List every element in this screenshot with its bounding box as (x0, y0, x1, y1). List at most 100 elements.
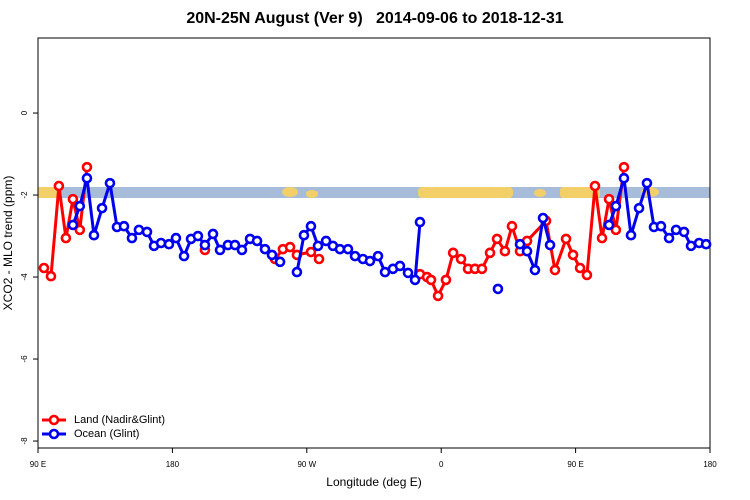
data-point (81, 172, 93, 184)
data-point (118, 220, 130, 232)
series (38, 161, 630, 302)
x-tick-label: 90 W (297, 460, 316, 469)
data-point (236, 244, 248, 256)
data-point (432, 290, 444, 302)
data-point (291, 266, 303, 278)
data-point (440, 274, 452, 286)
x-tick-label: 180 (703, 460, 717, 469)
series (67, 172, 712, 295)
data-point (74, 224, 86, 236)
series-line (42, 166, 89, 278)
data-point (529, 264, 541, 276)
data-point (618, 172, 630, 184)
data-point (476, 263, 488, 275)
data-point (266, 249, 278, 261)
y-tick-label: -4 (20, 273, 29, 281)
data-point (104, 177, 116, 189)
data-point (589, 180, 601, 192)
data-point (521, 245, 533, 257)
x-axis-label: Longitude (deg E) (326, 475, 421, 489)
data-point (178, 250, 190, 262)
map-strip (38, 187, 710, 198)
data-point (126, 232, 138, 244)
data-point (655, 220, 667, 232)
data-point (274, 256, 286, 268)
data-point (313, 253, 325, 265)
data-point (603, 219, 615, 231)
data-point (214, 244, 226, 256)
data-point (320, 235, 332, 247)
chart-title: 20N-25N August (Ver 9) 2014-09-06 to 201… (186, 10, 563, 27)
data-point (506, 220, 518, 232)
data-point (81, 161, 93, 173)
y-tick-label: 0 (20, 110, 29, 115)
data-point (163, 238, 175, 250)
data-point (425, 274, 437, 286)
data-point (67, 193, 79, 205)
data-point (45, 270, 57, 282)
data-point (298, 229, 310, 241)
legend-marker (48, 428, 60, 440)
x-tick-label: 90 E (30, 460, 46, 469)
data-point (312, 240, 324, 252)
data-point (633, 202, 645, 214)
data-point (484, 247, 496, 259)
data-point (170, 232, 182, 244)
data-point (394, 260, 406, 272)
data-point (259, 243, 271, 255)
data-point (305, 246, 317, 258)
data-point (402, 267, 414, 279)
data-point (414, 216, 426, 228)
data-point (455, 253, 467, 265)
data-point (610, 200, 622, 212)
data-point (447, 247, 459, 259)
data-point (663, 232, 675, 244)
x-tick-label: 180 (166, 460, 180, 469)
data-point (251, 235, 263, 247)
data-point (560, 233, 572, 245)
data-point (499, 245, 511, 257)
data-point (284, 241, 296, 253)
data-point (96, 202, 108, 214)
data-point (88, 229, 100, 241)
data-point (603, 193, 615, 205)
data-point (491, 233, 503, 245)
data-point (133, 224, 145, 236)
data-point (641, 177, 653, 189)
y-tick-label: -2 (20, 191, 29, 199)
legend-marker (48, 414, 60, 426)
data-point (229, 239, 241, 251)
data-point (610, 224, 622, 236)
data-point (141, 226, 153, 238)
data-point (574, 262, 586, 274)
data-point (625, 229, 637, 241)
data-point (492, 283, 504, 295)
data-point (678, 226, 690, 238)
data-point (618, 161, 630, 173)
data-point (74, 200, 86, 212)
legend-label: Land (Nadir&Glint) (74, 414, 165, 426)
data-point (372, 250, 384, 262)
data-point (53, 180, 65, 192)
data-point (67, 219, 79, 231)
y-tick-label: -8 (20, 437, 29, 445)
data-point (364, 255, 376, 267)
x-tick-label: 90 E (567, 460, 583, 469)
data-point (207, 228, 219, 240)
data-point (581, 269, 593, 281)
data-point (199, 239, 211, 251)
data-point (305, 220, 317, 232)
data-point (544, 239, 556, 251)
data-point (549, 264, 561, 276)
data-point (514, 238, 526, 250)
data-point (342, 243, 354, 255)
data-point (596, 232, 608, 244)
data-point (567, 249, 579, 261)
data-point (192, 230, 204, 242)
data-point (409, 274, 421, 286)
legend-label: Ocean (Glint) (74, 428, 139, 440)
x-tick-label: 0 (439, 460, 444, 469)
data-point (38, 262, 50, 274)
y-tick-label: -6 (20, 355, 29, 363)
